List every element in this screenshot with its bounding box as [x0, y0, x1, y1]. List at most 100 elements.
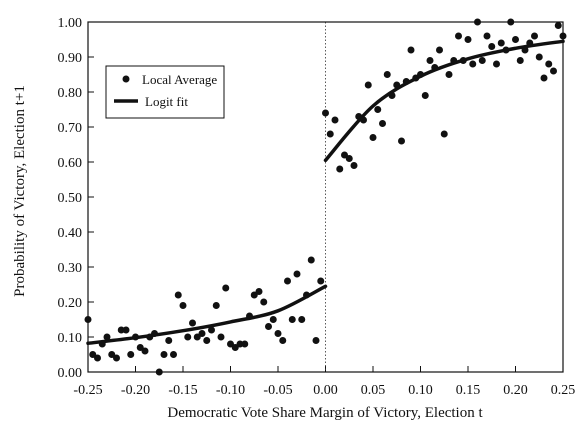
- y-axis-title: Probability of Victory, Election t+1: [12, 85, 28, 297]
- x-tick-label: 0.05: [361, 383, 386, 398]
- x-tick-label: 0.00: [313, 383, 338, 398]
- local-average-point: [379, 120, 386, 127]
- local-average-point: [364, 81, 372, 89]
- logit-fit-lines: [86, 39, 565, 346]
- local-average-point: [174, 291, 182, 299]
- local-average-point: [113, 354, 120, 362]
- local-average-point: [151, 330, 158, 337]
- y-tick-label: 0.30: [58, 261, 83, 276]
- local-average-point: [279, 337, 287, 344]
- x-axis-title: Democratic Vote Share Margin of Victory,…: [167, 405, 483, 421]
- local-average-point: [374, 106, 382, 113]
- local-average-point: [402, 78, 410, 85]
- local-average-point: [98, 340, 106, 348]
- local-average-point: [326, 130, 334, 138]
- y-tick-label: 0.10: [58, 331, 83, 346]
- y-tick-label: 0.80: [58, 86, 83, 101]
- local-average-point: [312, 337, 320, 344]
- x-tick-label: -0.05: [263, 383, 292, 398]
- local-average-point: [535, 53, 543, 61]
- local-average-point: [265, 323, 272, 330]
- local-average-point: [407, 46, 415, 54]
- local-average-point: [198, 330, 206, 337]
- local-average-point: [545, 60, 553, 68]
- y-tick-label: 0.50: [58, 191, 83, 206]
- local-average-point: [241, 340, 249, 348]
- local-average-point: [293, 270, 301, 278]
- y-tick-label: 0.20: [58, 296, 83, 311]
- local-average-point: [393, 81, 401, 89]
- local-average-point: [383, 71, 391, 78]
- local-average-point: [398, 137, 405, 145]
- x-tick-label: -0.10: [216, 383, 245, 398]
- local-average-point: [222, 284, 230, 292]
- local-average-point: [94, 354, 101, 362]
- local-average-point: [303, 291, 310, 299]
- local-average-point: [431, 64, 439, 71]
- x-tick-label: 0.20: [503, 383, 528, 398]
- local-average-point: [208, 326, 215, 334]
- x-tick-label: 0.10: [408, 383, 433, 398]
- local-average-point: [274, 330, 282, 337]
- local-average-point: [497, 39, 505, 47]
- local-average-point: [554, 22, 562, 29]
- local-average-point: [298, 316, 306, 323]
- local-average-point: [469, 60, 477, 68]
- local-average-point: [184, 333, 192, 341]
- local-average-point: [212, 302, 220, 309]
- x-tick-label: 0.25: [551, 383, 576, 398]
- y-tick-label: 0.40: [58, 226, 83, 241]
- local-average-point: [350, 162, 358, 169]
- local-average-point: [203, 337, 211, 344]
- local-average-point: [103, 333, 111, 341]
- local-average-point: [284, 277, 291, 285]
- local-average-point: [317, 277, 325, 285]
- local-average-point: [189, 319, 196, 327]
- local-average-point: [165, 337, 173, 344]
- y-tick-label: 0.70: [58, 121, 83, 136]
- local-average-point: [388, 92, 396, 99]
- local-average-point: [421, 92, 429, 99]
- local-average-point: [459, 57, 467, 64]
- plot-area-frame: [87, 21, 564, 373]
- local-average-point: [483, 32, 491, 40]
- local-average-point: [322, 109, 329, 117]
- local-average-point: [307, 256, 315, 264]
- logit-fit-line-right: [323, 39, 565, 163]
- local-average-point: [540, 74, 548, 82]
- legend-label-local-average: Local Average: [142, 72, 217, 87]
- x-axis-ticks: -0.25 -0.20 -0.15 -0.10 -0.05 0.00 0.05 0.10 0.1…: [73, 366, 575, 398]
- local-average-point: [450, 57, 458, 64]
- local-average-point: [141, 347, 149, 355]
- x-tick-label: 0.15: [456, 383, 481, 398]
- y-tick-label: 0.00: [58, 366, 83, 381]
- local-average-point: [345, 155, 353, 162]
- local-average-point: [255, 288, 263, 295]
- local-average-point: [455, 32, 462, 40]
- local-average-point: [464, 36, 472, 43]
- local-average-point: [488, 43, 496, 50]
- local-average-point: [122, 326, 130, 334]
- local-average-point: [179, 302, 187, 309]
- local-average-point: [260, 298, 268, 306]
- local-average-point: [217, 333, 225, 341]
- y-axis-ticks: 0.00 0.10 0.20 0.30 0.40 0.50 0.60 0.70 0.80 0.90…: [58, 16, 94, 381]
- local-average-point: [521, 46, 529, 54]
- local-average-point: [132, 333, 139, 341]
- local-average-point: [269, 316, 277, 323]
- local-average-point: [336, 165, 344, 173]
- local-average-point: [436, 46, 443, 54]
- local-average-points: [84, 18, 567, 376]
- local-average-point: [550, 67, 557, 75]
- x-tick-label: -0.15: [168, 383, 197, 398]
- local-average-point: [440, 130, 448, 138]
- logit-fit-line-left: [86, 284, 328, 346]
- local-average-point: [445, 71, 453, 78]
- local-average-point: [478, 57, 486, 64]
- local-average-point: [288, 316, 296, 323]
- local-average-point: [531, 32, 538, 40]
- local-average-point: [331, 116, 339, 124]
- local-average-point: [127, 351, 135, 358]
- x-tick-label: -0.25: [73, 383, 102, 398]
